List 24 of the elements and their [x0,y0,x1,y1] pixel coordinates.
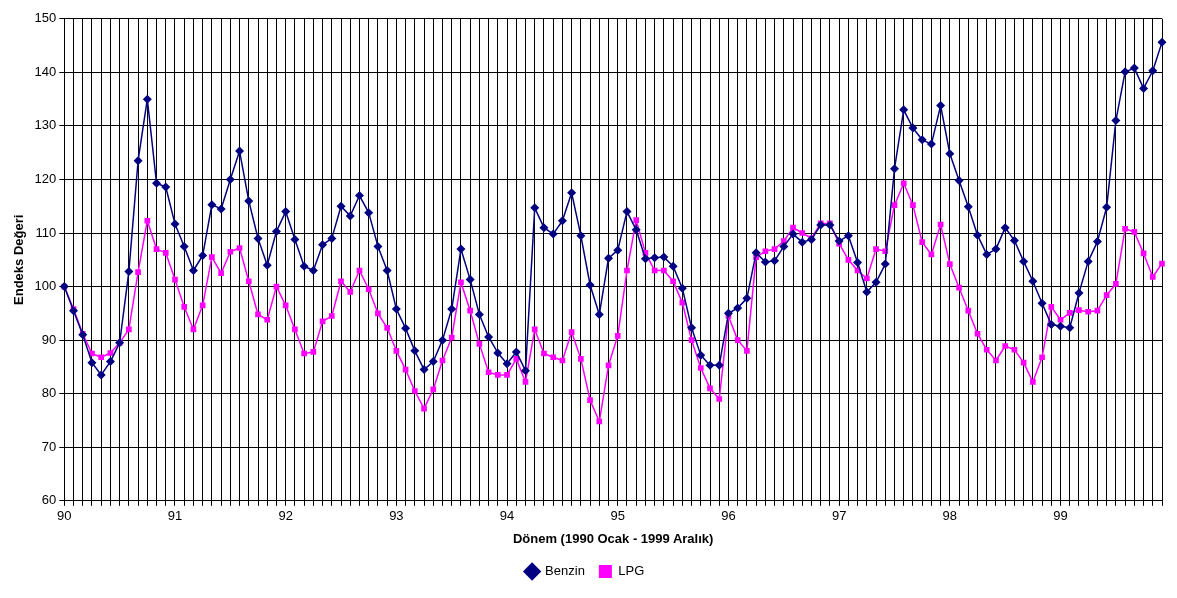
x-tick-label: 91 [167,508,183,524]
x-tick-label: 90 [57,508,72,524]
legend-label: Benzin [545,563,585,579]
x-tick-label: 95 [610,508,625,524]
x-tick-label: 94 [499,508,515,524]
y-tick-label: 140 [34,63,57,79]
y-tick-label: 110 [35,224,57,240]
y-tick-label: 130 [34,117,57,133]
y-tick-label: 150 [34,10,57,26]
y-axis-title: Endeks Değeri [11,214,27,305]
y-tick-label: 60 [41,492,57,508]
y-tick-label: 70 [41,438,57,454]
x-axis-title: Dönem (1990 Ocak - 1999 Aralık) [512,530,714,546]
y-tick-label: 90 [41,331,57,347]
x-tick-label: 99 [1053,508,1068,524]
y-tick-label: 120 [34,171,57,187]
y-tick-label: 100 [34,278,57,294]
x-tick-label: 93 [389,508,404,524]
x-tick-label: 98 [942,508,958,524]
legend-label: LPG [618,563,645,579]
x-tick-label: 97 [831,508,847,524]
x-tick-label: 96 [721,508,736,524]
y-tick-label: 80 [41,385,57,401]
x-tick-label: 92 [278,508,293,524]
